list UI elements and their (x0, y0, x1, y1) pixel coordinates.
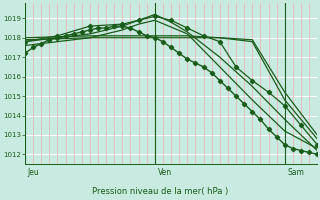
Text: Sam: Sam (288, 168, 304, 177)
Text: Jeu: Jeu (28, 168, 39, 177)
Text: Pression niveau de la mer( hPa ): Pression niveau de la mer( hPa ) (92, 187, 228, 196)
Text: Ven: Ven (158, 168, 172, 177)
